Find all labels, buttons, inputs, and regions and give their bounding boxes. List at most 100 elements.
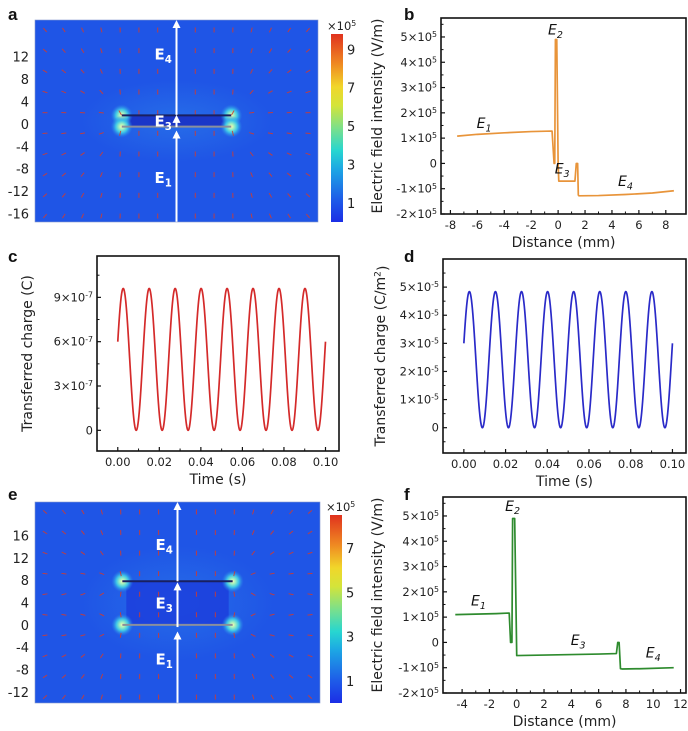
field-arrow [269,653,275,658]
field-arrow [287,27,292,33]
field-arrow [61,674,67,679]
field-arrow [250,68,254,74]
field-arrow [233,571,236,577]
x-tick-label: 0.08 [618,457,644,471]
field-arrow [307,634,313,637]
field-arrow [42,530,48,535]
y-axis-label: Transferred charge (C/m2) [373,266,391,448]
x-axis-label: Time (s) [535,474,593,490]
field-arrow [250,48,253,54]
field-arrow [307,613,313,616]
field-arrow [99,572,105,576]
x-tick-label: 6 [595,697,602,711]
field-arrow [251,550,256,556]
field-arrow [61,593,67,596]
field-arrow [80,172,85,177]
field-arrow [80,90,85,94]
x-tick-label: 4 [568,697,575,711]
x-tick-label: -4 [499,218,510,232]
field-arrow [80,69,85,74]
field-arrow [269,613,275,616]
colorbar-tick-label: 7 [347,82,355,97]
panel-label-e: e [8,485,17,504]
field-arrow [287,193,292,198]
y-tick-label: -4 [16,641,29,656]
field-arrow [305,69,311,74]
field-arrow [286,172,292,177]
field-arrow [98,132,104,135]
field-arrow [233,632,236,638]
data-series-line [457,38,674,197]
colorbar-tick-label: 5 [347,120,355,135]
x-tick-label: 2 [540,697,547,711]
field-arrow [100,48,103,54]
y-tick-label: 0 [432,421,439,435]
field-arrow [269,572,275,575]
y-tick-label: -12 [8,686,29,701]
field-arrow [61,694,66,700]
panel-label-b: b [404,5,414,24]
field-arrow [42,48,48,53]
field-arrow [268,172,273,177]
plot-frame [442,496,687,694]
path-arrow-head [173,502,182,510]
y-tick-label: 4×105 [400,55,437,69]
field-arrow [286,69,292,74]
y-tick-label: 0 [430,156,437,170]
field-arrow [99,633,105,637]
field-arrow [305,48,311,53]
field-arrow [61,69,67,74]
field-arrow [81,213,85,219]
field-arrow [267,132,273,135]
y-tick-label: -4 [16,140,29,155]
field-arrow [100,213,103,219]
field-arrow [61,634,67,637]
annotation-label: E3 [571,633,586,651]
annotation-label: E1 [471,594,486,612]
plot-frame [96,255,340,452]
field-arrow [250,192,253,198]
x-tick-label: 8 [662,218,669,232]
y-tick-label: 0 [86,423,93,437]
colorbar-tick-label: 1 [346,675,354,690]
y-tick-label: -12 [8,185,29,200]
field-arrow [42,551,48,555]
y-tick-label: -2×105 [396,207,437,221]
field-arrow [288,634,294,637]
field-arrow [99,592,105,596]
y-tick-label: 1×105 [400,131,437,145]
y-axis-label: Electric field intensity (V/m) [370,498,386,693]
x-tick-label: 0.00 [105,455,131,469]
x-tick-label: 0.06 [576,457,602,471]
y-tick-label: 2×10-5 [400,364,439,378]
field-arrow [250,172,254,178]
y-axis-label: Transferred charge (C) [20,275,36,433]
field-arrow [61,48,66,53]
y-tick-label: 9×10-7 [54,290,93,304]
field-arrow [233,612,236,618]
field-arrow [99,613,105,617]
field-arrow [268,152,273,156]
field-arrow [307,551,313,555]
field-arrow [251,530,255,536]
region-label: E1 [155,169,172,190]
colorbar-tick-label: 3 [347,158,355,173]
y-tick-label: 3×10-5 [400,336,439,350]
field-arrow [61,613,67,616]
edge-hotspot [110,115,133,138]
y-tick-label: 3×105 [400,81,437,95]
region-label: E3 [155,112,172,133]
field-arrow [42,694,48,700]
y-tick-label: 0 [21,118,29,133]
field-arrow [289,694,294,700]
field-arrow [62,213,66,219]
plot-frame [442,258,687,454]
field-arrow [42,613,48,616]
field-arrow [42,27,48,33]
panel-label-a: a [8,5,18,24]
y-tick-label: 4 [21,597,29,612]
annotation-label: E1 [477,116,492,134]
field-arrow [286,152,292,156]
field-arrow [270,509,274,515]
x-tick-label: 0.06 [230,455,256,469]
